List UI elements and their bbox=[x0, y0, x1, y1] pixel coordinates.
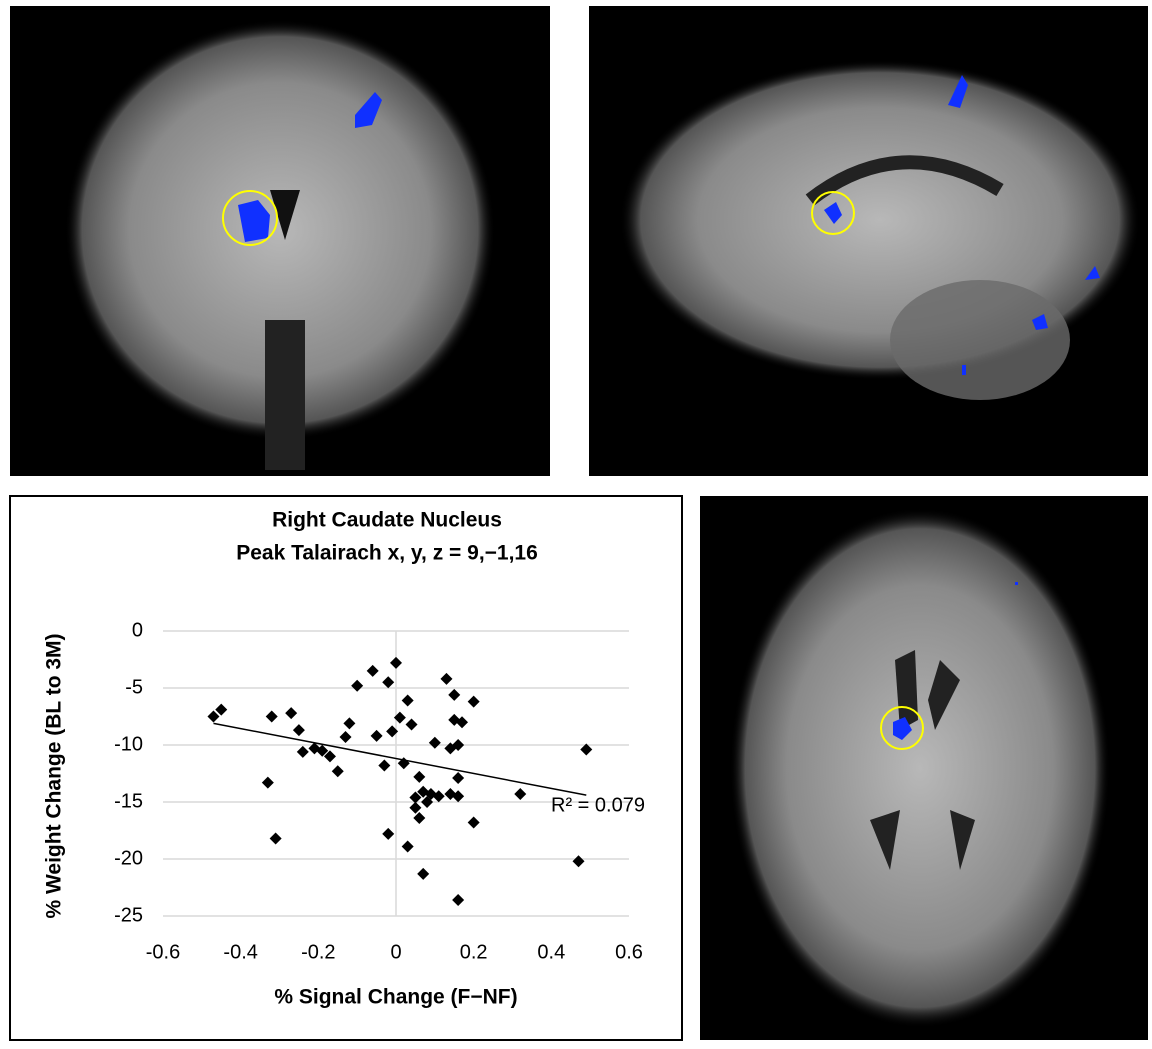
x-tick-label: -0.6 bbox=[146, 941, 180, 963]
x-axis-label: % Signal Change (F−NF) bbox=[274, 986, 517, 1009]
page: Right Caudate Nucleus Peak Talairach x, … bbox=[0, 0, 1152, 1049]
y-tick-label: -20 bbox=[114, 847, 143, 869]
y-tick-label: -10 bbox=[114, 733, 143, 755]
chart-frame bbox=[10, 496, 682, 1040]
y-tick-label: -15 bbox=[114, 790, 143, 812]
x-tick-label: 0 bbox=[390, 941, 401, 963]
x-tick-label: -0.2 bbox=[301, 941, 335, 963]
x-tick-label: 0.6 bbox=[615, 941, 643, 963]
figure: Right Caudate Nucleus Peak Talairach x, … bbox=[0, 0, 1152, 1044]
y-tick-label: 0 bbox=[132, 619, 143, 641]
axial-image bbox=[700, 496, 1148, 1040]
sagittal-image bbox=[589, 6, 1148, 476]
coronal-image bbox=[10, 6, 550, 476]
x-tick-label: 0.2 bbox=[460, 941, 488, 963]
chart-subtitle: Peak Talairach x, y, z = 9,−1,16 bbox=[236, 542, 538, 565]
x-tick-label: 0.4 bbox=[537, 941, 565, 963]
x-tick-label: -0.4 bbox=[223, 941, 257, 963]
y-axis-label: % Weight Change (BL to 3M) bbox=[43, 633, 66, 918]
chart-title: Right Caudate Nucleus bbox=[272, 509, 502, 532]
y-tick-label: -25 bbox=[114, 904, 143, 926]
y-tick-label: -5 bbox=[125, 676, 143, 698]
r-squared-annotation: R² = 0.079 bbox=[551, 794, 645, 816]
